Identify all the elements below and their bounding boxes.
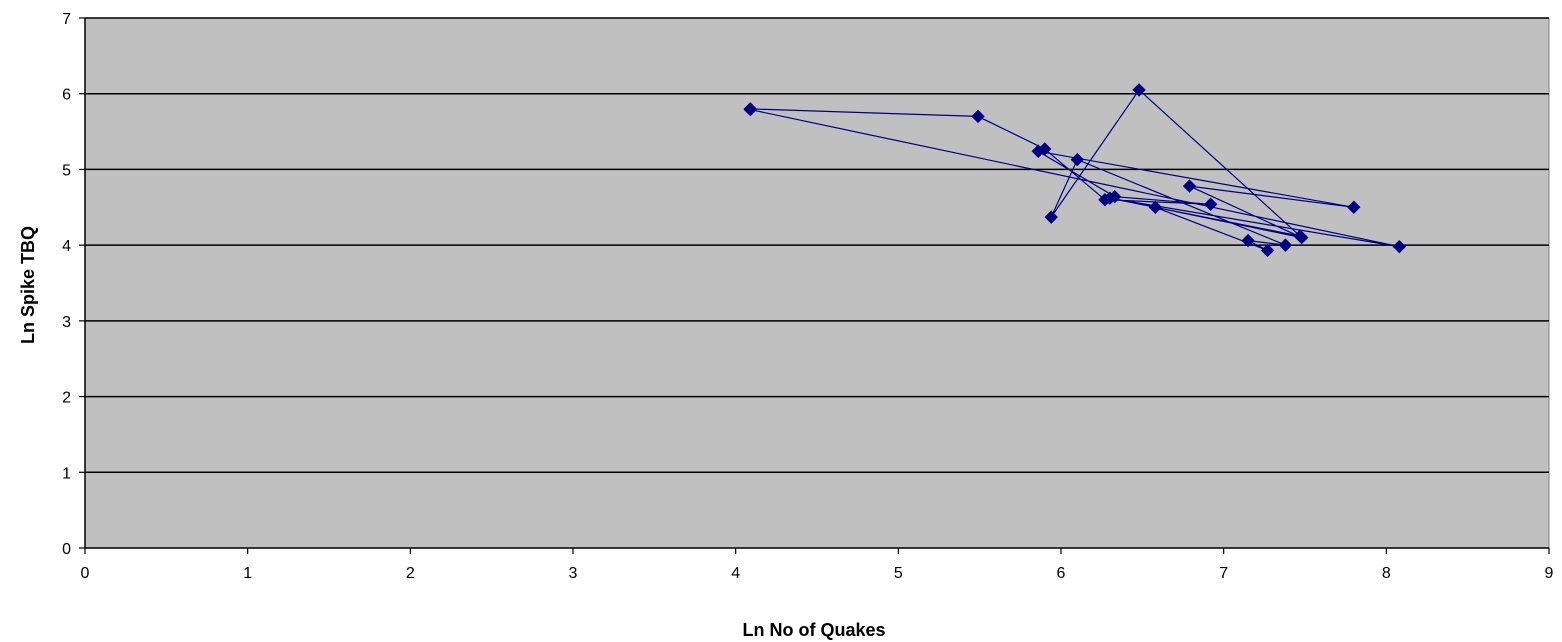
plot-area <box>84 17 1550 549</box>
data-point-marker <box>1148 200 1163 214</box>
data-point-marker <box>971 109 985 124</box>
data-point-marker <box>1241 233 1255 248</box>
data-point-marker <box>1182 179 1197 193</box>
data-point-marker <box>1103 191 1117 205</box>
y-tick-label: 2 <box>62 390 71 407</box>
x-tick-labels: 0 1 2 3 4 5 6 7 8 9 <box>81 565 1554 582</box>
data-point-marker <box>1347 200 1361 214</box>
x-tick-label: 8 <box>1382 565 1391 582</box>
data-point-marker <box>1044 210 1058 224</box>
data-point-marker <box>1038 142 1052 156</box>
data-point-marker <box>1132 83 1146 97</box>
y-tick-label: 3 <box>62 314 71 331</box>
y-tick-label: 4 <box>62 238 71 255</box>
x-tick-label: 5 <box>894 565 903 582</box>
gridlines <box>85 17 1549 474</box>
y-axis-title: Ln Spike TBQ <box>18 226 38 344</box>
series-layer <box>743 83 1407 258</box>
y-tick-label: 0 <box>62 541 71 558</box>
data-point-marker <box>1293 229 1307 243</box>
x-tick-label: 3 <box>569 565 578 582</box>
data-point-marker <box>743 102 758 117</box>
axes <box>79 17 1550 554</box>
data-point-marker <box>1031 144 1045 158</box>
data-point-marker <box>1392 239 1407 254</box>
y-tick-label: 1 <box>62 465 71 482</box>
y-tick-label: 5 <box>62 162 71 179</box>
data-point-marker <box>1203 197 1218 211</box>
y-tick-label: 6 <box>62 87 71 104</box>
data-point-marker <box>1070 152 1084 167</box>
x-tick-label: 1 <box>243 565 252 582</box>
x-tick-label: 4 <box>731 565 740 582</box>
x-tick-label: 7 <box>1219 565 1228 582</box>
x-tick-label: 0 <box>81 565 90 582</box>
x-axis-title: Ln No of Quakes <box>742 620 885 640</box>
y-tick-label: 7 <box>62 11 71 28</box>
x-tick-label: 6 <box>1057 565 1066 582</box>
x-tick-label: 2 <box>406 565 415 582</box>
y-tick-labels: 0 1 2 3 4 5 6 7 <box>62 11 71 558</box>
data-point-marker <box>1278 238 1293 252</box>
x-tick-label: 9 <box>1545 565 1554 582</box>
data-point-marker <box>1260 243 1275 258</box>
